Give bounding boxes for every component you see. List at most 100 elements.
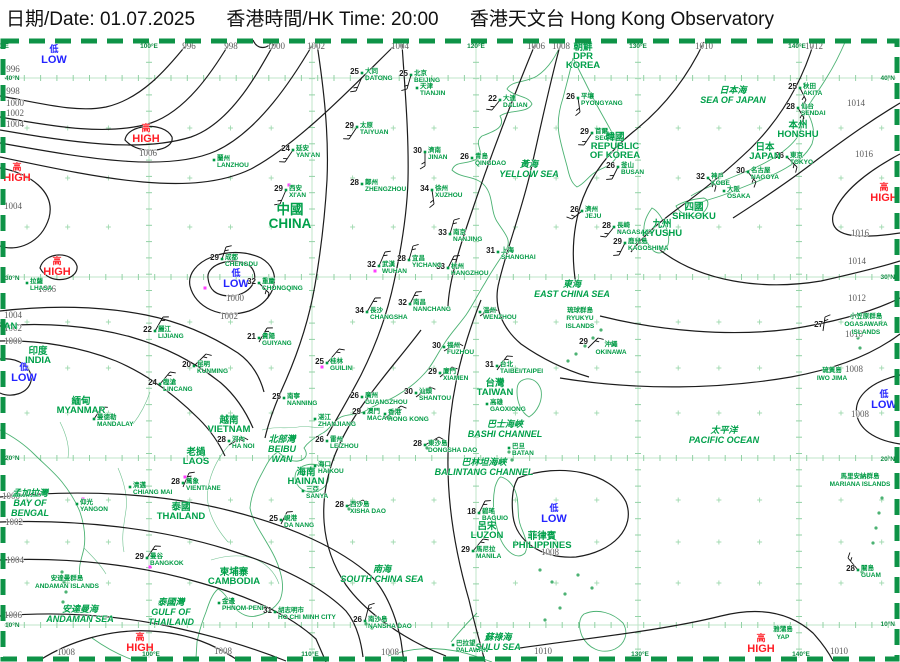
station-temp: 32: [247, 277, 256, 286]
station-temp: 18: [467, 507, 476, 516]
station-dot: [785, 155, 789, 159]
pressure-center-zh: 低: [48, 43, 58, 54]
island-label: 雅蒲島: [773, 624, 793, 633]
city-label-zh: 馬尼拉: [476, 544, 496, 553]
city-label-en: BATAN: [512, 450, 534, 457]
country-label: 泰國: [170, 501, 190, 513]
island-label: 沖繩: [605, 339, 619, 348]
country-label: KYUSHU: [642, 228, 682, 239]
station-dot: [796, 106, 800, 110]
station-temp: 33: [436, 262, 445, 271]
station-temp: 34: [420, 184, 429, 193]
station-temp: 31: [486, 246, 495, 255]
station-dot: [313, 464, 317, 468]
station-dot: [477, 511, 481, 515]
sea-label: WAN: [272, 454, 293, 464]
isobar-line: [0, 323, 254, 429]
weather-symbol: [368, 615, 372, 619]
island-label: IWO JIMA: [817, 375, 848, 382]
city-label-en: MANILA: [476, 553, 502, 560]
city-label-en: KUNMING: [197, 368, 228, 375]
pressure-center-high: HIGH: [870, 192, 898, 204]
isobar-line: [0, 558, 327, 662]
longitude-label: 100°E: [140, 42, 158, 50]
wind-barb: [822, 316, 826, 332]
isobar-line: [832, 153, 900, 237]
pressure-center-zh: 高: [52, 255, 61, 266]
station-dot: [220, 257, 224, 261]
country-label: 朝鮮: [573, 41, 593, 53]
station-dot: [313, 417, 317, 421]
station-temp: 25: [315, 357, 324, 366]
isobar-value-label: 1012: [848, 293, 866, 303]
station-dot: [257, 336, 261, 340]
isobar-value-label: 1000: [2, 491, 21, 501]
map-background: [0, 38, 900, 662]
station-dot: [495, 364, 499, 368]
city-label-zh: 長崎: [617, 220, 631, 229]
city-label-zh: 大阪: [727, 184, 741, 193]
station-temp: 29: [345, 121, 354, 130]
isobar-value-label: 1000: [226, 293, 245, 303]
station-dot: [430, 188, 434, 192]
station-dot: [257, 281, 261, 285]
station-temp: 29: [461, 545, 470, 554]
pressure-center-zh: 高: [135, 631, 144, 642]
wind-barb: [154, 316, 164, 332]
station-dot: [496, 250, 500, 254]
station-dot: [212, 158, 216, 162]
city-label-en: NANJING: [453, 236, 482, 243]
wind-barb: [583, 132, 593, 146]
city-label-en: LANZHOU: [217, 162, 249, 169]
country-label: REPUBLIC: [591, 141, 640, 152]
wind-barb: [447, 255, 455, 269]
station-temp: 31: [263, 606, 272, 615]
city-label-en: YICHANG: [412, 262, 442, 269]
city-label-zh: 天津: [420, 81, 434, 90]
country-label: MYANMAR: [57, 405, 106, 416]
station-dot: [722, 189, 726, 193]
isobar-line: [189, 251, 276, 315]
station-temp: 26: [775, 151, 784, 160]
isobar-value-label: 1010: [845, 329, 864, 339]
wind-barb: [577, 97, 581, 113]
wind-barb: [449, 219, 455, 235]
station-dot: [507, 446, 511, 450]
station-dot: [423, 150, 427, 154]
island-label: YAP: [777, 634, 790, 641]
city-label-zh: 台北: [500, 359, 514, 368]
isobar-value-label: 1016: [855, 149, 874, 159]
city-label-en: HA NOI: [232, 443, 255, 450]
wind-barb: [707, 177, 717, 187]
city-label-zh: 汕頭: [419, 386, 433, 395]
pressure-center-high: HIGH: [3, 172, 31, 184]
city-label-zh: 蘭州: [217, 153, 230, 162]
country-label: 呂宋: [477, 520, 497, 532]
city-label-en: WUHAN: [382, 268, 407, 275]
isobar-line: [572, 41, 705, 286]
city-label-en: NANCHANG: [413, 306, 451, 313]
latitude-label: 40°N: [880, 74, 895, 82]
city-label-zh: 南昌: [413, 297, 426, 306]
pressure-center-zh: 高: [756, 632, 765, 643]
station-dot: [451, 643, 455, 647]
station-dot: [408, 302, 412, 306]
isobar-value-label: 1002: [220, 311, 238, 321]
isobar-value-label: 1004: [6, 119, 25, 129]
station-dot: [279, 518, 283, 522]
sea-label: 蘇祿海: [483, 632, 513, 642]
station-temp: 28: [602, 221, 611, 230]
isobar-line: [732, 102, 900, 219]
pressure-center-zh: 高: [12, 161, 21, 172]
country-label: 柬埔寨: [219, 566, 249, 578]
city-label-en: TOKYO: [790, 159, 813, 166]
sea-label: 南海: [373, 564, 393, 574]
wind-barb: [182, 472, 190, 488]
station-temp: 27: [814, 320, 823, 329]
wind-barb: [193, 353, 207, 367]
city-label-zh: 太原: [359, 120, 374, 129]
city-label-en: CHONGQING: [262, 285, 303, 292]
isobar-value-label: 1008: [381, 647, 400, 657]
city-label-zh: 武漢: [382, 259, 396, 268]
city-label-en: XUZHOU: [435, 192, 463, 199]
